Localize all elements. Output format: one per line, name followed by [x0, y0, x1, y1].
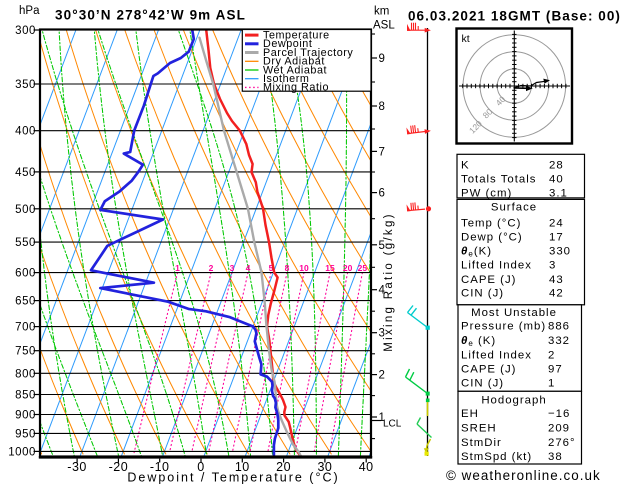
svg-text:750: 750: [15, 346, 36, 358]
svg-text:40: 40: [549, 173, 564, 185]
svg-text:900: 900: [15, 410, 36, 422]
svg-text:28: 28: [549, 160, 564, 172]
svg-text:9: 9: [379, 53, 385, 65]
svg-text:38: 38: [548, 451, 563, 463]
svg-text:450: 450: [15, 167, 36, 179]
svg-text:2: 2: [379, 370, 385, 382]
svg-text:Lifted Index: Lifted Index: [461, 259, 532, 271]
svg-text:CAPE (J): CAPE (J): [461, 274, 516, 286]
svg-text:3.1: 3.1: [549, 188, 568, 200]
svg-text:950: 950: [15, 428, 36, 440]
svg-text:Totals Totals: Totals Totals: [461, 173, 536, 185]
svg-text:kt: kt: [462, 33, 470, 45]
svg-text:40: 40: [359, 460, 374, 474]
svg-text:© weatheronline.co.uk: © weatheronline.co.uk: [446, 468, 601, 483]
svg-text:1000: 1000: [8, 446, 36, 458]
svg-text:300: 300: [15, 25, 36, 37]
svg-text:6: 6: [379, 188, 385, 200]
svg-text:24: 24: [549, 218, 564, 230]
svg-text:550: 550: [15, 237, 36, 249]
svg-text:Mixing Ratio: Mixing Ratio: [263, 82, 329, 94]
svg-text:209: 209: [548, 423, 570, 435]
svg-text:42: 42: [549, 288, 564, 300]
svg-text:Lifted Index: Lifted Index: [461, 350, 532, 362]
svg-text:θe(K): θe(K): [461, 246, 492, 259]
svg-text:EH: EH: [461, 408, 479, 420]
svg-text:-30: -30: [67, 460, 87, 474]
svg-text:θe (K): θe (K): [461, 335, 496, 348]
svg-text:276°: 276°: [548, 437, 576, 449]
svg-text:3: 3: [230, 263, 235, 273]
svg-text:PW (cm): PW (cm): [461, 188, 512, 200]
svg-text:15: 15: [325, 263, 335, 273]
svg-text:7: 7: [379, 146, 385, 158]
svg-text:−16: −16: [548, 408, 570, 420]
svg-text:650: 650: [15, 296, 36, 308]
svg-text:CIN (J): CIN (J): [461, 378, 504, 390]
svg-text:LCL: LCL: [383, 419, 402, 430]
svg-text:Pressure (mb): Pressure (mb): [461, 320, 546, 332]
svg-text:Dewp (°C): Dewp (°C): [461, 232, 523, 244]
svg-text:600: 600: [15, 268, 36, 280]
svg-text:CIN (J): CIN (J): [461, 288, 504, 300]
svg-text:km: km: [374, 6, 389, 18]
svg-text:ASL: ASL: [373, 20, 395, 32]
svg-text:17: 17: [549, 232, 564, 244]
svg-text:400: 400: [15, 126, 36, 138]
svg-text:StmSpd (kt): StmSpd (kt): [461, 451, 532, 463]
svg-text:Surface: Surface: [491, 202, 537, 214]
svg-text:3: 3: [549, 259, 556, 271]
svg-text:Dewpoint / Temperature (°C): Dewpoint / Temperature (°C): [127, 471, 339, 485]
svg-text:330: 330: [549, 246, 571, 258]
svg-text:2: 2: [548, 350, 555, 362]
svg-text:700: 700: [15, 322, 36, 334]
svg-text:4: 4: [246, 263, 251, 273]
svg-text:25: 25: [358, 263, 368, 273]
svg-text:30°30’N 278°42’W 9m ASL: 30°30’N 278°42’W 9m ASL: [55, 8, 246, 23]
svg-text:500: 500: [15, 204, 36, 216]
svg-text:2: 2: [209, 263, 214, 273]
svg-text:43: 43: [549, 274, 564, 286]
svg-text:800: 800: [15, 368, 36, 380]
svg-text:-20: -20: [109, 460, 129, 474]
svg-text:1: 1: [175, 263, 180, 273]
svg-text:SREH: SREH: [461, 423, 497, 435]
svg-text:97: 97: [548, 364, 563, 376]
svg-text:Most Unstable: Most Unstable: [471, 307, 557, 319]
svg-text:hPa: hPa: [19, 5, 40, 17]
svg-text:10: 10: [299, 263, 309, 273]
svg-text:K: K: [461, 160, 470, 172]
svg-text:20: 20: [343, 263, 353, 273]
svg-text:Mixing Ratio (g/kg): Mixing Ratio (g/kg): [383, 212, 395, 352]
svg-text:1: 1: [548, 378, 555, 390]
svg-text:CAPE (J): CAPE (J): [461, 364, 516, 376]
svg-text:850: 850: [15, 390, 36, 402]
svg-text:350: 350: [15, 79, 36, 91]
svg-text:06.03.2021 18GMT (Base: 00): 06.03.2021 18GMT (Base: 00): [408, 9, 621, 24]
svg-text:StmDir: StmDir: [461, 437, 502, 449]
svg-text:Hodograph: Hodograph: [481, 395, 546, 407]
svg-text:8: 8: [285, 263, 290, 273]
svg-text:Temp (°C): Temp (°C): [461, 218, 521, 230]
svg-text:886: 886: [548, 320, 570, 332]
svg-text:332: 332: [548, 335, 570, 347]
svg-text:8: 8: [379, 101, 385, 113]
